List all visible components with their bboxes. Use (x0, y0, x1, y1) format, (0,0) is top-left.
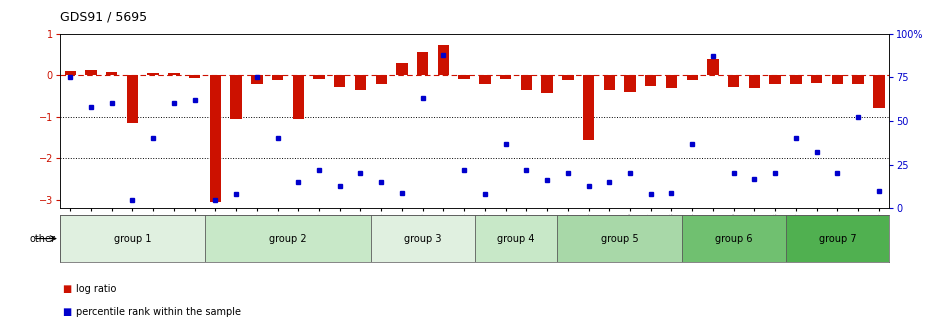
Bar (687, 75, 698, 80)
Bar (521, 75, 532, 90)
Bar (873, 75, 884, 109)
Bar (645, 75, 656, 86)
Bar (603, 75, 615, 90)
Bar (500, 75, 511, 79)
Bar (205, 215, 370, 262)
Bar (60, 215, 205, 262)
Text: percentile rank within the sample: percentile rank within the sample (76, 307, 241, 318)
Bar (293, 75, 304, 119)
Bar (770, 75, 781, 84)
Text: group 6: group 6 (715, 234, 752, 244)
Text: group 5: group 5 (600, 234, 638, 244)
Bar (583, 75, 595, 140)
Bar (852, 75, 864, 84)
Bar (707, 59, 718, 75)
Bar (65, 71, 76, 75)
Bar (251, 75, 262, 84)
Bar (354, 75, 366, 90)
Bar (314, 75, 325, 79)
Bar (831, 75, 843, 84)
Bar (666, 75, 677, 88)
Bar (479, 75, 490, 84)
Bar (231, 75, 242, 119)
Text: group 3: group 3 (404, 234, 442, 244)
Bar (475, 215, 558, 262)
Text: group 4: group 4 (497, 234, 535, 244)
Text: GDS91 / 5695: GDS91 / 5695 (60, 10, 147, 24)
Bar (624, 75, 636, 92)
Bar (370, 215, 475, 262)
Bar (786, 215, 889, 262)
Bar (749, 75, 760, 88)
Bar (272, 75, 283, 80)
Bar (542, 75, 553, 93)
Bar (375, 75, 387, 84)
Bar (417, 52, 428, 75)
Bar (147, 73, 159, 75)
Text: ■: ■ (62, 284, 71, 294)
Bar (790, 75, 802, 84)
Text: ■: ■ (62, 307, 71, 318)
Bar (334, 75, 346, 87)
Text: log ratio: log ratio (76, 284, 116, 294)
Bar (396, 63, 408, 75)
Text: group 1: group 1 (114, 234, 151, 244)
Bar (210, 75, 221, 202)
Bar (189, 75, 200, 78)
Bar (459, 75, 470, 79)
Bar (682, 215, 786, 262)
Bar (562, 75, 574, 80)
Bar (168, 73, 180, 75)
Text: other: other (29, 234, 55, 244)
Bar (106, 72, 118, 75)
Bar (558, 215, 682, 262)
Bar (728, 75, 739, 87)
Bar (86, 70, 97, 75)
Bar (811, 75, 823, 83)
Text: group 7: group 7 (819, 234, 856, 244)
Bar (438, 45, 449, 75)
Text: group 2: group 2 (269, 234, 307, 244)
Bar (126, 75, 138, 123)
